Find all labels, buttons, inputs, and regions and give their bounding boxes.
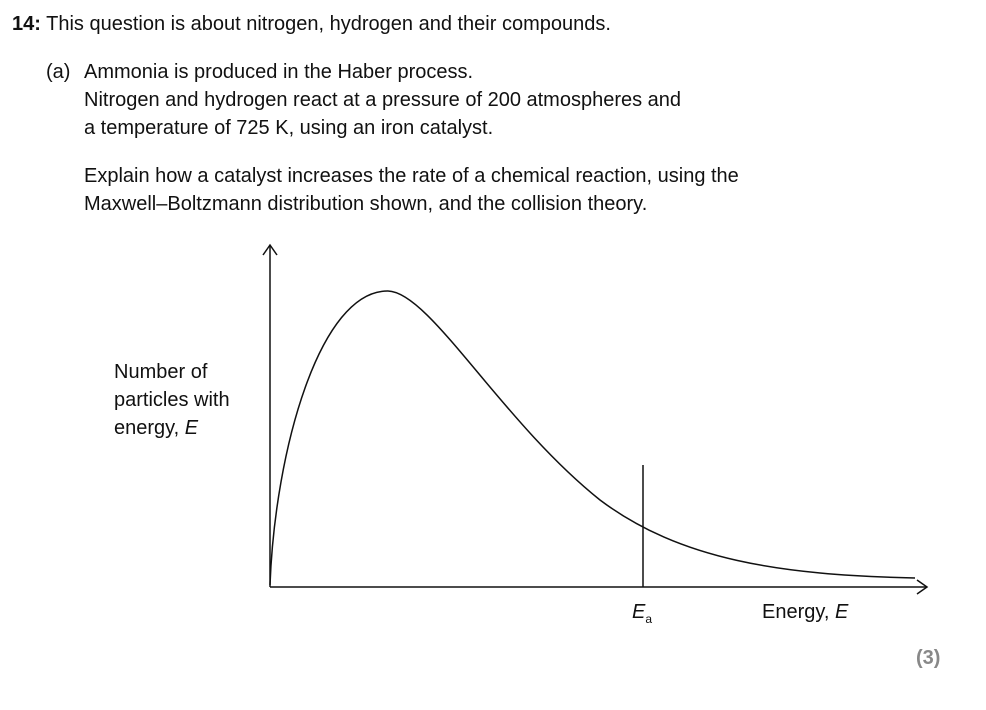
axes — [262, 243, 929, 595]
part-line: Ammonia is produced in the Haber process… — [84, 61, 474, 83]
distribution-curve — [269, 290, 916, 586]
x-label: Energy, E — [762, 598, 848, 626]
part-label: (a) — [46, 61, 71, 83]
ea-subscript: a — [645, 612, 653, 626]
part-line: Nitrogen and hydrogen react at a pressur… — [84, 89, 682, 111]
y-arrow — [262, 243, 278, 256]
task-line: Maxwell–Boltzmann distribution shown, an… — [84, 193, 648, 215]
x-label-text: Energy, — [762, 601, 835, 623]
y-label: Number of — [114, 361, 208, 383]
question-number: 14: — [12, 13, 41, 35]
y-label-text: energy, — [114, 417, 185, 439]
part-line: a temperature of 725 K, using an iron ca… — [84, 117, 494, 139]
task-line: Explain how a catalyst increases the rat… — [84, 165, 739, 187]
question-stem: This question is about nitrogen, hydroge… — [46, 13, 611, 35]
marks: (3) — [916, 647, 941, 669]
x-label-symbol: E — [835, 601, 849, 623]
ea-label: Ea — [632, 598, 652, 633]
y-label: particles with — [114, 389, 230, 411]
ea-symbol: E — [632, 601, 646, 623]
question-line: 14: This question is about nitrogen, hyd… — [12, 10, 611, 38]
y-label: energy, E — [114, 414, 198, 442]
x-arrow — [916, 579, 929, 595]
y-label-symbol: E — [184, 417, 199, 439]
